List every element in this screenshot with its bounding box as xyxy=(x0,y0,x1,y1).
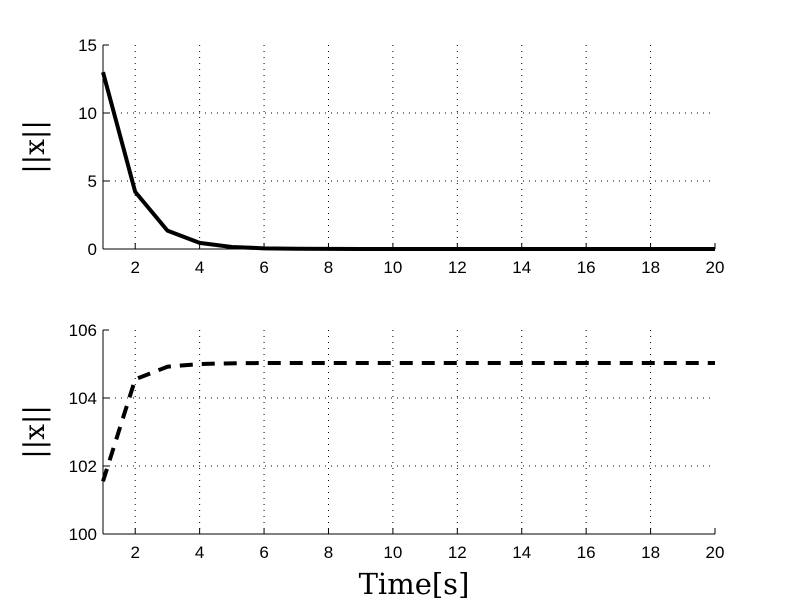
x-tick-label: 10 xyxy=(383,543,402,562)
series-line xyxy=(101,360,715,482)
y-tick-label: 10 xyxy=(78,104,97,123)
y-tick-label: 5 xyxy=(88,172,97,191)
x-tick-label: 2 xyxy=(130,258,139,277)
y-tick-label: 100 xyxy=(69,525,97,544)
y-axis-label: ||x|| xyxy=(18,120,51,174)
x-tick-label: 6 xyxy=(259,543,268,562)
x-tick-label: 4 xyxy=(195,543,204,562)
x-tick-label: 16 xyxy=(577,258,596,277)
x-tick-label: 14 xyxy=(512,258,531,277)
x-tick-label: 12 xyxy=(448,258,467,277)
x-tick-label: 12 xyxy=(448,543,467,562)
x-tick-label: 20 xyxy=(706,543,725,562)
y-tick-label: 102 xyxy=(69,457,97,476)
y-tick-label: 0 xyxy=(88,240,97,259)
x-axis-label: Time[s] xyxy=(359,567,470,600)
x-tick-label: 20 xyxy=(706,258,725,277)
y-tick-label: 104 xyxy=(69,389,97,408)
bottom-panel: 2 4 6 8 10 12 14 16 18 20 100 102 104 106 ||x|| Time[s] xyxy=(18,321,724,600)
series-line xyxy=(101,71,715,251)
x-tick-label: 2 xyxy=(130,543,139,562)
x-tick-label: 18 xyxy=(641,258,660,277)
y-axis-label: ||x|| xyxy=(18,405,51,459)
x-tick-label: 4 xyxy=(195,258,204,277)
x-tick-label: 14 xyxy=(512,543,531,562)
x-tick-label: 8 xyxy=(324,258,333,277)
x-tick-label: 8 xyxy=(324,543,333,562)
x-tick-label: 18 xyxy=(641,543,660,562)
x-tick-label: 10 xyxy=(383,258,402,277)
y-tick-label: 15 xyxy=(78,36,97,55)
x-tick-label: 6 xyxy=(259,258,268,277)
x-tick-label: 16 xyxy=(577,543,596,562)
y-tick-label: 106 xyxy=(69,321,97,340)
top-panel: 2 4 6 8 10 12 14 16 18 20 0 5 10 15 ||x|| xyxy=(18,36,724,277)
